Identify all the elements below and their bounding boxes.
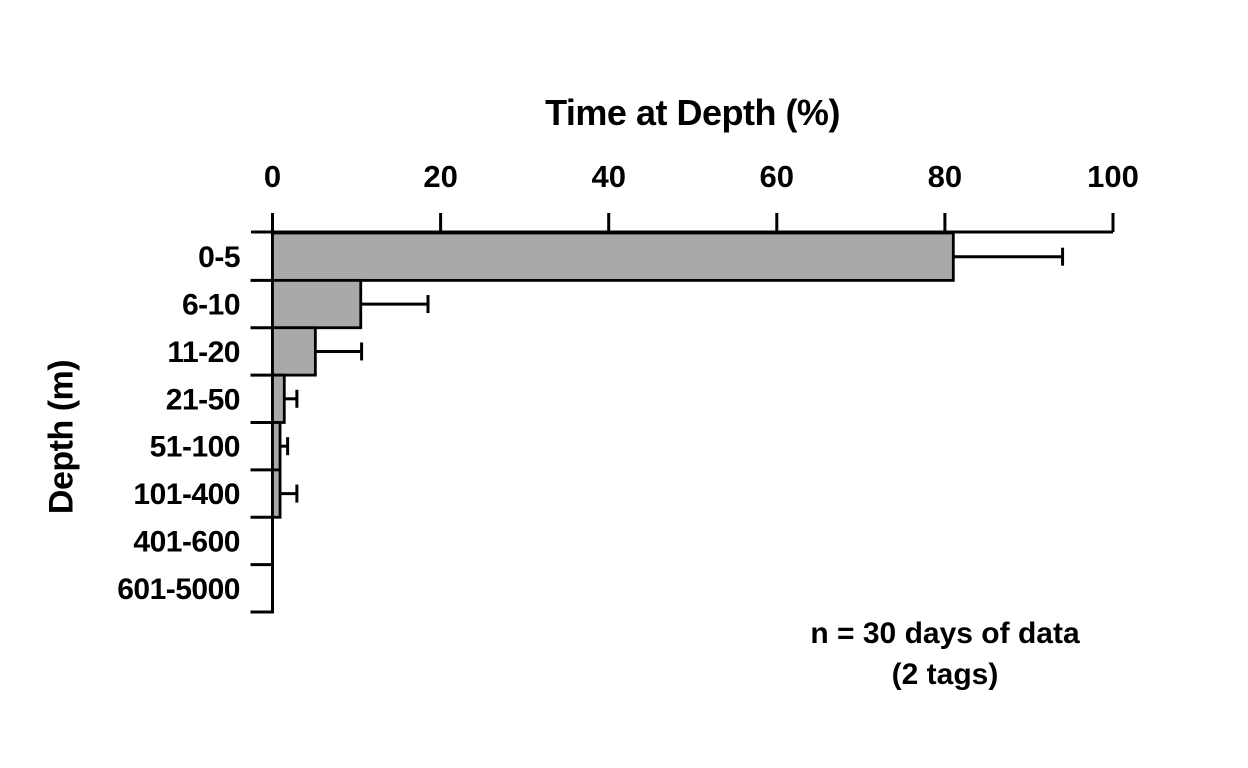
bar-0-5 bbox=[271, 231, 955, 282]
bar-101-400 bbox=[271, 468, 282, 519]
category-label-11-20: 11-20 bbox=[167, 336, 240, 369]
x-tick-label: 100 bbox=[1087, 159, 1139, 194]
category-label-0-5: 0-5 bbox=[198, 241, 240, 274]
category-label-21-50: 21-50 bbox=[166, 383, 240, 416]
x-tick-label: 60 bbox=[760, 159, 794, 194]
annotation-line-2: (2 tags) bbox=[891, 658, 999, 691]
x-tick-label: 80 bbox=[928, 159, 962, 194]
x-tick-label: 40 bbox=[591, 159, 625, 194]
category-label-401-600: 401-600 bbox=[133, 525, 240, 558]
sample-size-annotation: n = 30 days of data (2 tags) bbox=[810, 613, 1079, 695]
category-label-601-5000: 601-5000 bbox=[117, 573, 240, 606]
bar-21-50 bbox=[271, 373, 286, 424]
bar-6-10 bbox=[271, 278, 363, 330]
x-tick-label: 0 bbox=[264, 159, 281, 194]
bar-11-20 bbox=[271, 326, 317, 377]
category-label-51-100: 51-100 bbox=[150, 431, 240, 464]
bar-51-100 bbox=[271, 421, 282, 472]
x-tick-label: 20 bbox=[423, 159, 457, 194]
annotation-line-1: n = 30 days of data bbox=[810, 617, 1080, 650]
category-label-101-400: 101-400 bbox=[133, 478, 240, 511]
category-label-6-10: 6-10 bbox=[182, 289, 240, 322]
chart-title: Time at Depth (%) bbox=[545, 92, 840, 133]
